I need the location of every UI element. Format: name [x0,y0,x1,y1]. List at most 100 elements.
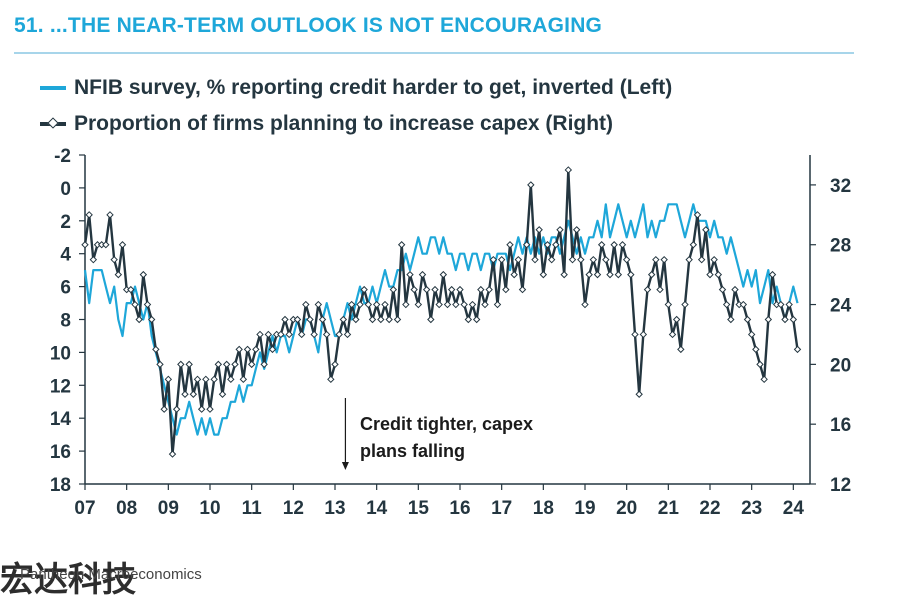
capex-point [543,241,552,249]
capex-point [352,315,360,324]
capex-point [589,255,598,264]
capex-point [460,300,468,309]
capex-point [314,300,323,309]
x-tick-label: 12 [283,498,304,519]
x-tick-label: 19 [574,498,595,519]
capex-point [202,375,210,384]
capex-point [477,285,485,294]
capex-point [747,330,756,339]
capex-point [231,360,239,369]
capex-series [81,166,802,458]
capex-point [102,241,110,249]
capex-point [85,211,93,219]
x-tick-label: 17 [491,498,512,519]
capex-point [239,375,248,384]
capex-point [581,300,589,309]
capex-point [706,270,714,279]
left-tick-label: 18 [50,475,71,496]
capex-point [306,315,314,324]
capex-point [518,285,527,294]
capex-point [247,360,256,369]
title-divider [14,52,854,54]
legend-swatch-nfib [40,86,66,90]
capex-point [522,241,531,249]
capex-point [752,345,760,354]
capex-point [397,241,406,249]
capex-point [718,285,727,294]
capex-point [431,285,439,294]
capex-point [781,315,789,324]
x-tick-label: 16 [449,498,470,519]
capex-point [106,211,114,219]
capex-point [472,315,481,324]
capex-point [681,300,689,309]
capex-point [447,285,456,294]
capex-point [535,226,543,234]
capex-point [456,285,464,294]
capex-point [327,375,335,384]
capex-point [514,255,523,264]
x-tick-label: 15 [408,498,430,519]
capex-point [160,405,168,413]
capex-point [452,300,460,309]
capex-point [793,345,802,354]
left-tick-label: 4 [60,245,71,266]
capex-point [506,241,514,249]
capex-point [389,285,398,294]
capex-point [664,300,673,309]
capex-point [264,330,273,339]
capex-point [697,255,706,264]
left-tick-label: 2 [60,212,71,233]
capex-point [285,330,293,339]
capex-point [214,360,223,369]
x-tick-label: 08 [116,498,137,519]
capex-point [372,300,381,309]
capex-point [143,300,152,309]
left-tick-label: 0 [60,179,71,200]
capex-point [197,405,206,413]
capex-point [377,315,385,324]
capex-point [322,330,331,339]
x-tick-label: 13 [324,498,345,519]
capex-point [497,255,506,264]
capex-point [181,390,189,398]
legend-label-nfib: NFIB survey, % reporting credit harder t… [74,76,673,99]
right-tick-label: 28 [830,236,851,257]
capex-point [418,270,427,279]
capex-point [635,390,643,398]
x-tick-label: 09 [158,498,179,519]
capex-line [83,168,799,456]
annotation-text: Credit tighter, capex [360,414,533,434]
capex-point [356,300,364,309]
capex-point [81,241,89,249]
capex-point [385,315,393,324]
capex-point [127,285,135,294]
left-tick-label: 6 [60,278,71,299]
left-tick-label: 8 [60,311,71,332]
capex-point [722,300,731,309]
capex-point [468,300,477,309]
left-tick-label: 10 [50,343,71,364]
capex-point [147,315,156,324]
x-tick-label: 20 [616,498,637,519]
capex-point [177,360,185,369]
capex-point [414,300,423,309]
capex-point [364,300,373,309]
capex-point [731,285,739,294]
nfib-line [83,203,799,436]
capex-point [668,330,677,339]
left-tick-label: 12 [50,376,71,397]
source-credit: Pantheon Macroeconomics [20,566,202,583]
right-tick-label: 20 [830,355,851,376]
x-tick-label: 18 [533,498,554,519]
x-tick-label: 10 [199,498,220,519]
right-tick-label: 32 [830,176,851,197]
capex-point [439,270,448,279]
capex-point [631,330,639,339]
capex-point [764,315,773,324]
capex-point [297,330,306,339]
annotation-arrow-head [341,462,349,470]
right-tick-label: 24 [830,296,852,317]
capex-point [443,300,452,309]
capex-point [381,300,389,309]
